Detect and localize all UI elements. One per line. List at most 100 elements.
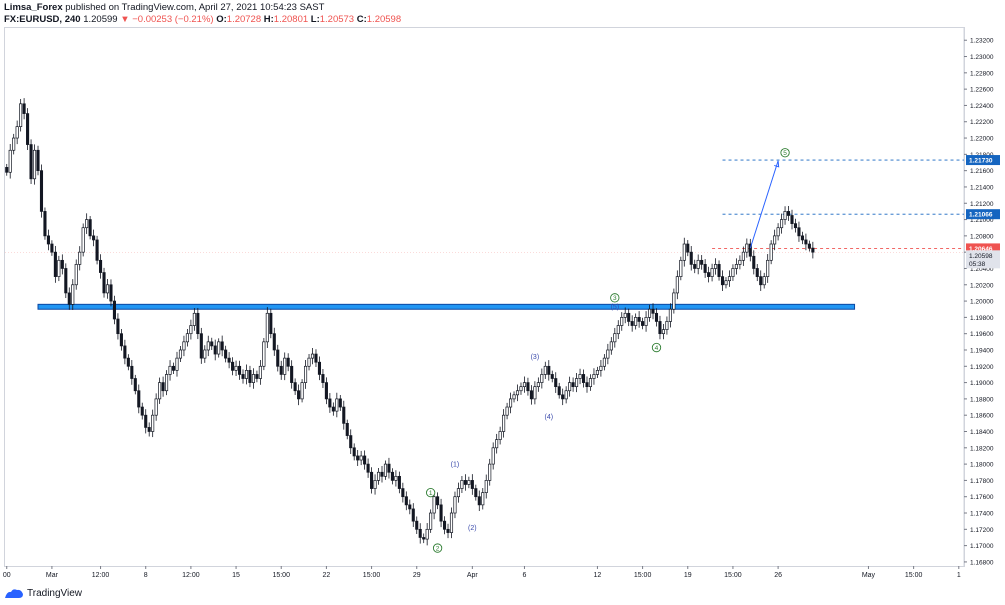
wave-label: 3 — [613, 295, 617, 302]
sub-wave-label: (5) — [611, 304, 620, 311]
candle — [647, 308, 652, 318]
price-tick-label: 1.17800 — [970, 478, 994, 485]
time-tick-label: 12:00 — [182, 572, 200, 579]
candle — [536, 382, 540, 388]
time-tick-label: 15:00 — [905, 572, 923, 579]
candle — [314, 353, 318, 363]
candle — [262, 341, 266, 367]
candle — [408, 504, 412, 510]
time-tick-label: 15:00 — [724, 572, 742, 579]
candle — [119, 333, 123, 347]
price-axis[interactable]: 1.23200 1.23000 1.22800 1.22600 1.22400 1.222… — [963, 28, 994, 566]
candle — [217, 341, 221, 355]
candle — [178, 349, 183, 359]
candle — [547, 365, 551, 375]
candle — [748, 243, 752, 257]
candle — [762, 276, 766, 286]
candle — [554, 378, 558, 388]
candle — [675, 276, 679, 294]
candle — [512, 394, 516, 400]
price-tick-label: 1.23200 — [970, 38, 994, 45]
wave-label: 5 — [783, 150, 787, 157]
time-tick-label: 15 — [232, 572, 240, 579]
candle — [474, 488, 478, 498]
candle — [92, 235, 96, 241]
candle — [804, 239, 808, 245]
candle — [498, 431, 502, 441]
price-tick-label: 1.19400 — [970, 347, 994, 354]
wave-label-circle — [432, 543, 443, 553]
candle — [502, 414, 506, 432]
candle — [279, 365, 283, 375]
candle — [634, 317, 638, 326]
candle — [290, 365, 294, 383]
candle — [773, 235, 777, 245]
projection-arrowhead-icon — [774, 160, 780, 168]
candle — [703, 264, 707, 273]
candle — [689, 251, 693, 265]
time-tick-label: 15:00 — [634, 572, 652, 579]
candle — [272, 333, 276, 351]
time-tick-label: Apr — [467, 572, 479, 579]
sub-wave-label: (1) — [451, 462, 460, 469]
candle — [425, 528, 429, 540]
candle — [550, 374, 554, 379]
candle — [734, 264, 738, 269]
candle — [630, 321, 634, 326]
candles — [5, 98, 815, 546]
candle — [693, 264, 697, 269]
price-tick-label: 1.20000 — [970, 299, 994, 306]
candle — [710, 268, 714, 277]
support-zone[interactable] — [37, 303, 856, 310]
time-tick-label: 6 — [523, 572, 527, 579]
time-tick-label: 12 — [594, 572, 602, 579]
candle — [790, 215, 794, 224]
candle — [154, 398, 158, 416]
time-tick-label: 15:00 — [363, 572, 381, 579]
candle — [738, 259, 742, 265]
price-tick-label: 1.18400 — [970, 429, 994, 436]
price-badge — [966, 243, 1000, 254]
candle — [310, 353, 315, 359]
candle — [442, 520, 447, 530]
price-badge-label: 1.21730 — [969, 158, 993, 165]
price-change: −0.00253 (−0.21%) — [132, 14, 214, 25]
candle — [668, 308, 672, 322]
candle — [78, 251, 82, 265]
symbol-label: FX:EURUSD, 240 — [4, 14, 81, 25]
candle — [606, 349, 610, 359]
candle — [126, 357, 130, 367]
candle — [578, 374, 582, 379]
author-name[interactable]: Limsa_Forex — [4, 2, 63, 13]
tradingview-brand[interactable]: TradingView — [4, 587, 82, 599]
candle — [71, 284, 75, 305]
candle — [255, 374, 259, 379]
candle — [470, 480, 474, 489]
sub-wave-label: (3) — [531, 354, 540, 361]
candle — [714, 264, 718, 269]
price-tick-label: 1.19000 — [970, 380, 994, 387]
candle — [140, 406, 144, 416]
candle — [251, 374, 255, 383]
candle — [568, 382, 572, 392]
time-tick-label: 26 — [774, 572, 782, 579]
candle — [727, 276, 732, 282]
sub-wave-label: (2) — [468, 525, 477, 532]
time-tick-label: 00 — [3, 572, 11, 579]
price-tick-label: 1.22200 — [970, 119, 994, 126]
candle — [484, 480, 488, 493]
price-tick-label: 1.18200 — [970, 445, 994, 452]
candle — [213, 345, 217, 355]
candle — [564, 390, 568, 400]
candle — [515, 390, 520, 396]
candle — [720, 276, 725, 286]
price-tick-label: 1.19600 — [970, 331, 994, 338]
support-zone-rect[interactable] — [37, 303, 856, 310]
candle — [481, 492, 485, 506]
time-tick-label: 8 — [144, 572, 148, 579]
time-tick-label: 1 — [957, 572, 961, 579]
candle — [509, 398, 513, 408]
candle — [248, 370, 252, 383]
time-axis[interactable]: 00 Mar 12:00 8 12:00 15 15:00 22 15:00 29 Apr 6 12 15… — [3, 566, 961, 579]
